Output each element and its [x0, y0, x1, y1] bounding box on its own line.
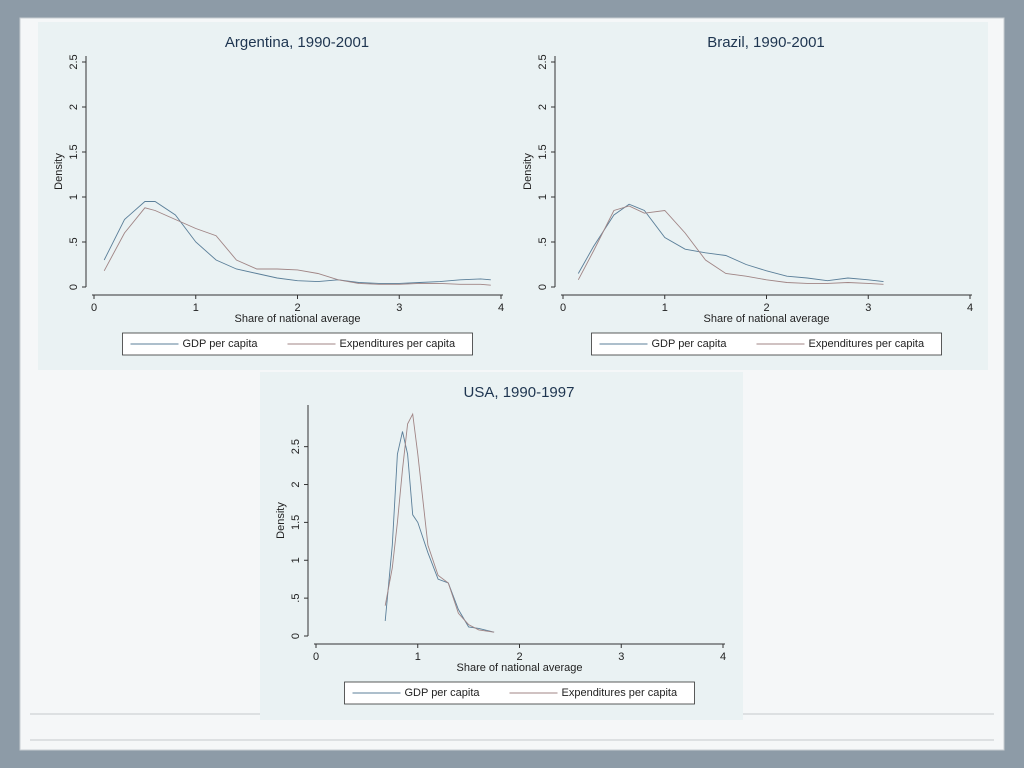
y-tick-label: 2 — [68, 104, 80, 110]
chart-title: USA, 1990-1997 — [464, 384, 575, 401]
x-tick-label: 1 — [662, 302, 668, 314]
y-tick-label: 2.5 — [290, 439, 302, 454]
chart-title: Argentina, 1990-2001 — [225, 34, 369, 51]
x-tick-label: 4 — [498, 302, 504, 314]
x-tick-label: 4 — [967, 302, 973, 314]
y-tick-label: 1.5 — [290, 515, 302, 530]
y-tick-label: .5 — [537, 237, 549, 246]
y-tick-label: 0 — [537, 284, 549, 290]
y-axis-label: Density — [275, 502, 287, 539]
y-tick-label: .5 — [68, 237, 80, 246]
y-tick-label: 2 — [290, 481, 302, 487]
y-tick-label: 1 — [68, 194, 80, 200]
legend-label: Expenditures per capita — [562, 687, 678, 699]
chart-title: Brazil, 1990-2001 — [707, 34, 825, 51]
legend-label: GDP per capita — [183, 338, 259, 350]
density-line — [384, 412, 495, 633]
y-tick-label: 0 — [68, 284, 80, 290]
legend-label: Expenditures per capita — [809, 338, 925, 350]
x-axis-label: Share of national average — [704, 313, 830, 325]
y-tick-label: 0 — [290, 633, 302, 639]
x-tick-label: 0 — [91, 302, 97, 314]
density-line — [384, 431, 495, 633]
x-tick-label: 4 — [720, 651, 726, 663]
x-axis-label: Share of national average — [235, 313, 361, 325]
x-tick-label: 0 — [560, 302, 566, 314]
density-line — [577, 205, 884, 285]
x-axis-label: Share of national average — [457, 662, 583, 674]
legend-label: GDP per capita — [405, 687, 481, 699]
plot-area — [310, 405, 731, 644]
x-tick-label: 2 — [516, 651, 522, 663]
y-tick-label: 1.5 — [537, 144, 549, 159]
y-tick-label: 2 — [537, 104, 549, 110]
plot-area — [557, 56, 978, 295]
y-axis-label: Density — [53, 153, 65, 190]
x-tick-label: 2 — [763, 302, 769, 314]
legend-label: GDP per capita — [652, 338, 728, 350]
y-tick-label: 2.5 — [68, 54, 80, 69]
x-tick-label: 3 — [396, 302, 402, 314]
plot-area — [88, 56, 509, 295]
y-tick-label: .5 — [290, 594, 302, 603]
density-line — [103, 207, 491, 286]
y-tick-label: 1 — [290, 557, 302, 563]
x-tick-label: 0 — [313, 651, 319, 663]
y-axis-label: Density — [522, 153, 534, 190]
y-tick-label: 1.5 — [68, 144, 80, 159]
density-line — [103, 201, 491, 284]
x-tick-label: 3 — [618, 651, 624, 663]
x-tick-label: 2 — [294, 302, 300, 314]
x-tick-label: 3 — [865, 302, 871, 314]
y-tick-label: 1 — [537, 194, 549, 200]
y-tick-label: 2.5 — [537, 54, 549, 69]
x-tick-label: 1 — [415, 651, 421, 663]
x-tick-label: 1 — [193, 302, 199, 314]
legend-label: Expenditures per capita — [340, 338, 456, 350]
